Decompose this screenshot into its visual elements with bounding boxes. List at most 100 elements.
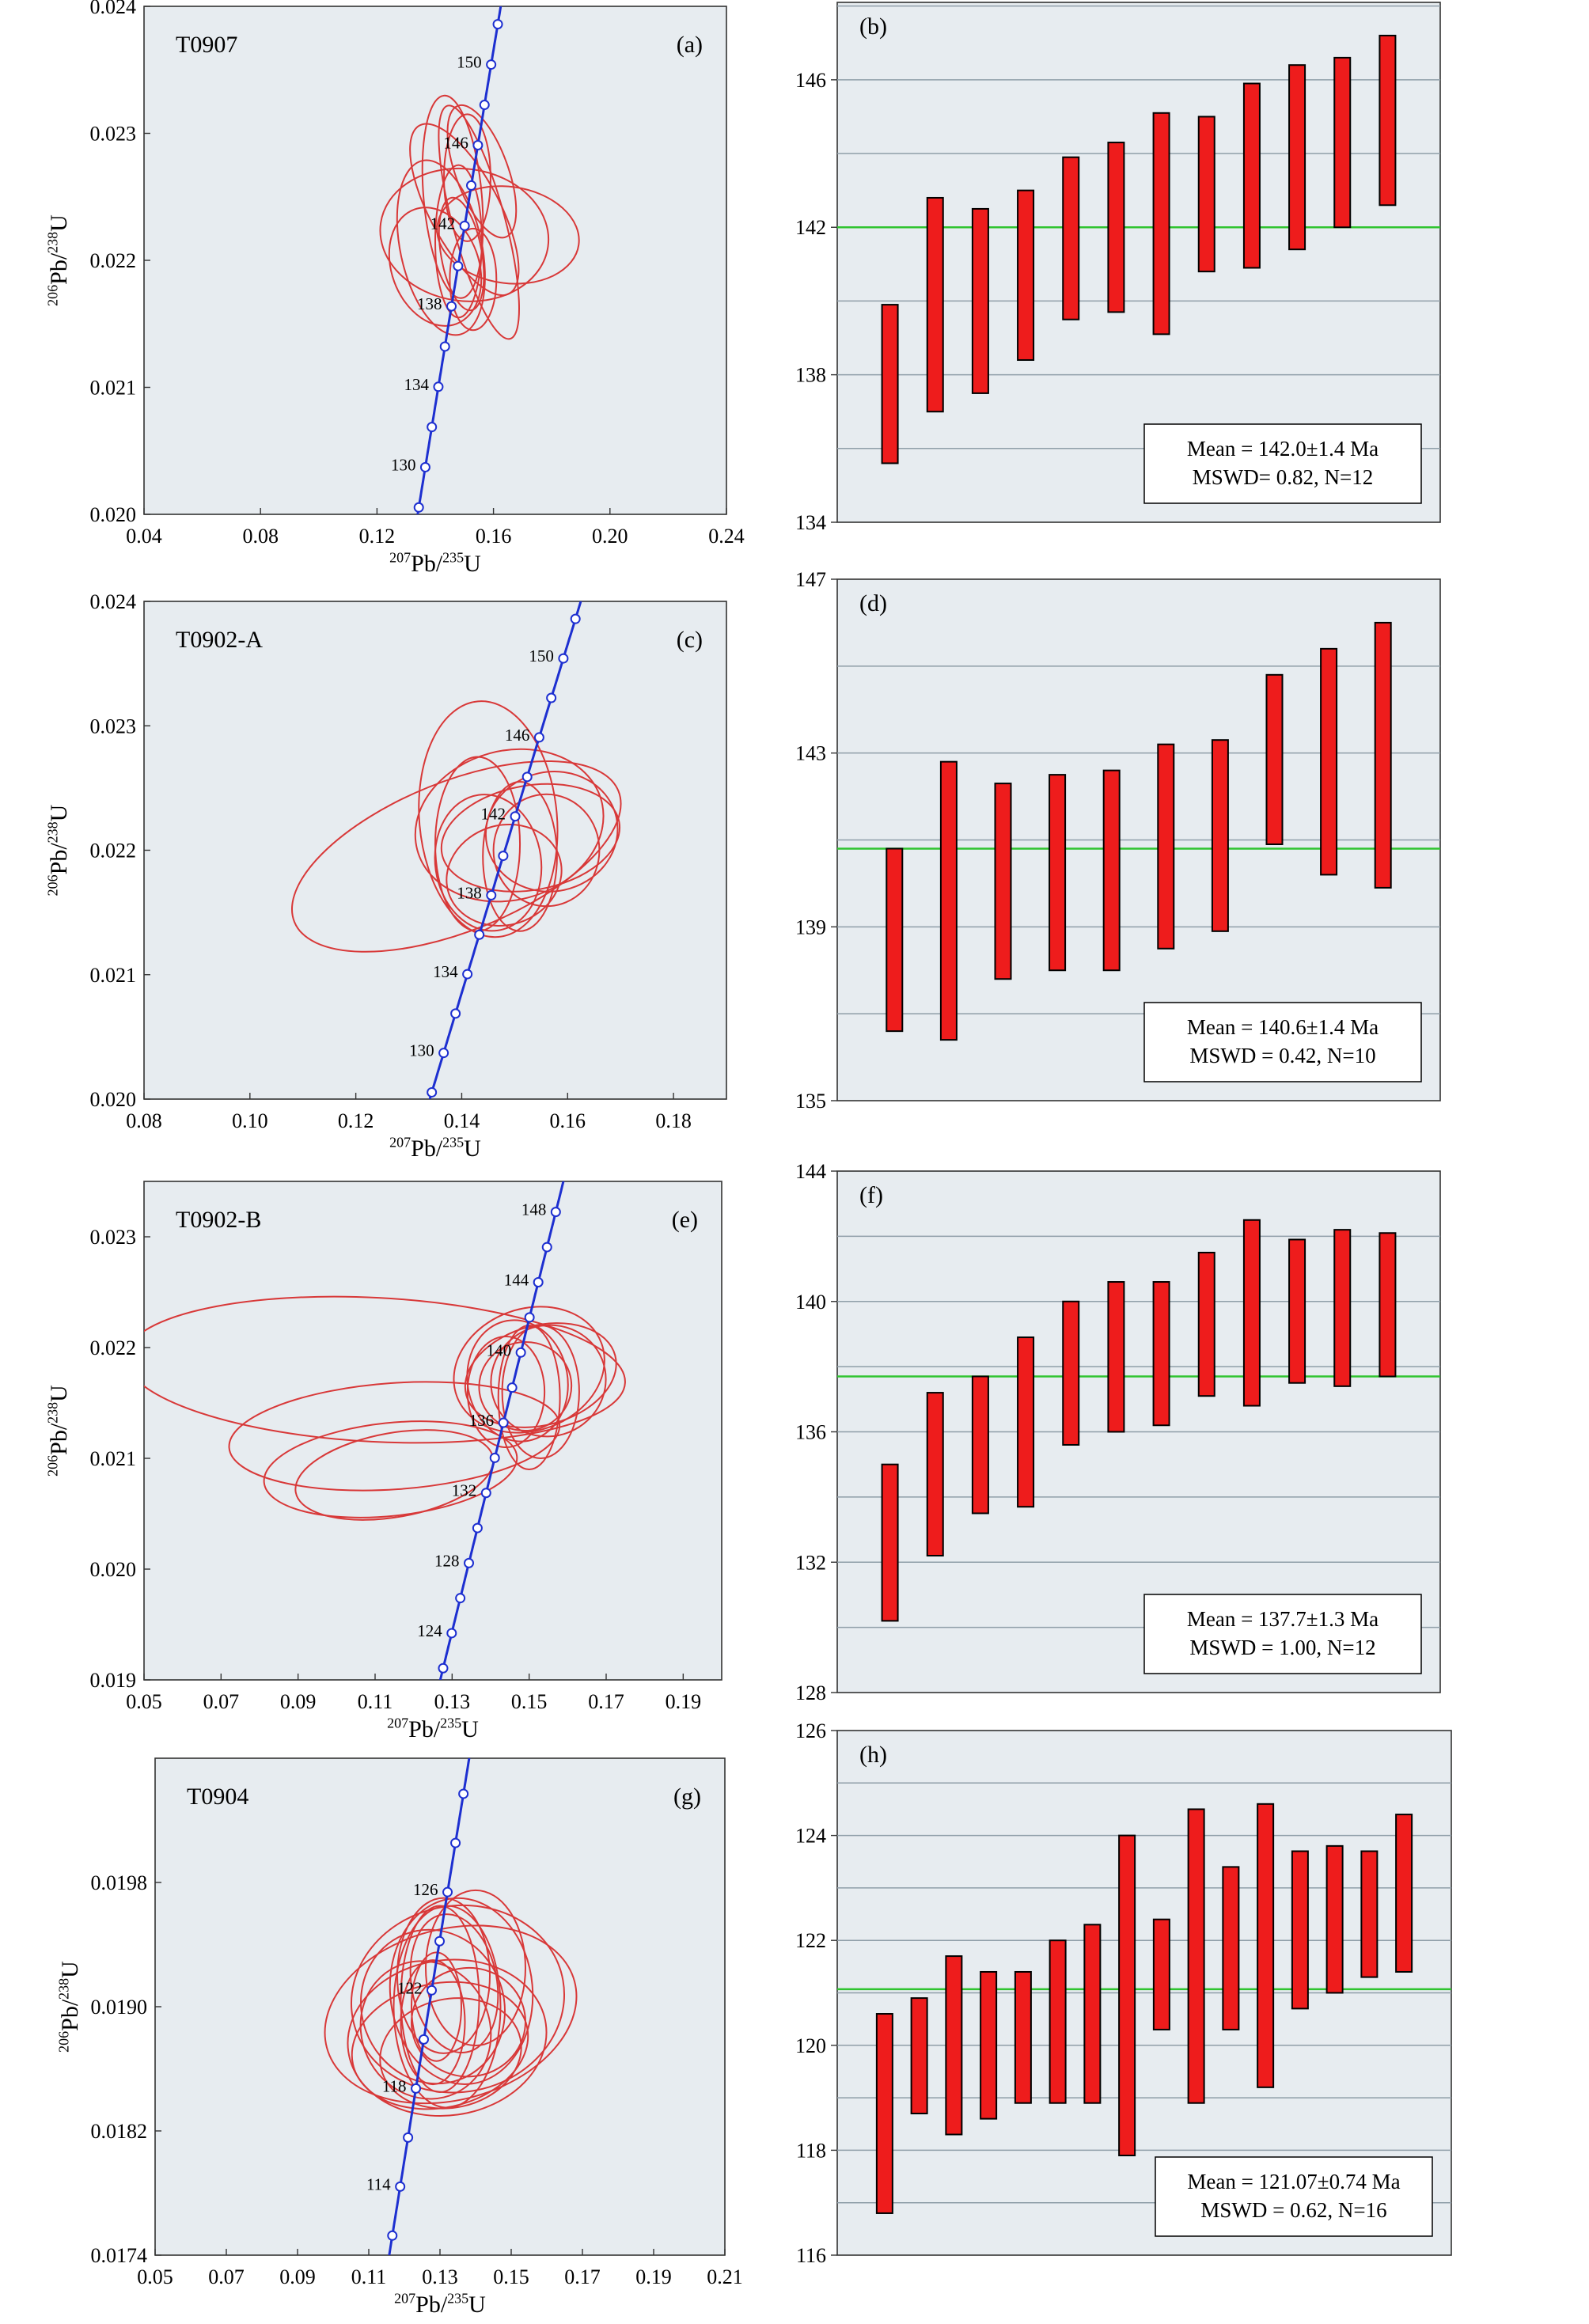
age-marker xyxy=(472,139,484,150)
age-label: 146 xyxy=(443,133,468,152)
x-tick-label: 0.05 xyxy=(137,2265,173,2288)
error-ellipse xyxy=(446,104,518,239)
mass-number: 238 xyxy=(45,1402,61,1424)
concordia-curve xyxy=(388,1758,471,2255)
y-tick-label: 0.020 xyxy=(90,503,137,526)
error-ellipse xyxy=(414,748,605,903)
age-marker xyxy=(524,1312,535,1323)
age-marker xyxy=(583,575,592,584)
age-marker xyxy=(459,220,470,231)
age-marker xyxy=(480,1488,491,1499)
age-label: 118 xyxy=(382,2076,407,2095)
mass-number: 235 xyxy=(442,1135,464,1151)
error-ellipse xyxy=(291,760,622,953)
panel-label: (e) xyxy=(672,1207,698,1233)
y-tick-label: 135 xyxy=(795,1090,826,1113)
y-tick-label: 0.022 xyxy=(90,1336,137,1359)
age-bar xyxy=(1017,1336,1035,1508)
error-ellipse xyxy=(466,1336,546,1448)
x-tick-label: 0.16 xyxy=(476,525,512,548)
error-ellipse xyxy=(436,185,580,285)
age-marker xyxy=(474,929,485,940)
x-tick-label: 0.11 xyxy=(358,1690,393,1713)
age-bar xyxy=(1152,1918,1170,2030)
age-label: 148 xyxy=(521,1200,547,1219)
error-ellipse xyxy=(440,783,621,893)
age-bar xyxy=(980,1970,998,2120)
age-bar xyxy=(881,1463,899,1622)
error-ellipse xyxy=(438,196,485,312)
age-label: 130 xyxy=(409,1041,434,1060)
age-bar xyxy=(1379,34,1397,207)
x-tick-label: 0.24 xyxy=(708,525,745,548)
error-ellipse xyxy=(425,1889,526,2047)
y-axis-title: 206Pb/238U xyxy=(45,1385,72,1477)
y-tick-label: 140 xyxy=(795,1291,826,1314)
error-ellipse xyxy=(400,1959,466,2086)
y-tick-label: 0.021 xyxy=(90,964,137,987)
x-tick-label: 0.13 xyxy=(422,2265,458,2288)
y-tick-label: 132 xyxy=(795,1551,826,1574)
x-tick-label: 0.08 xyxy=(126,1109,162,1132)
x-tick-label: 0.15 xyxy=(493,2265,529,2288)
element-symbol: U xyxy=(461,1716,479,1742)
x-tick-label: 0.07 xyxy=(203,1690,240,1713)
x-tick-label: 0.04 xyxy=(126,525,162,548)
y-tick-label: 139 xyxy=(795,916,826,938)
element-symbol: U xyxy=(464,551,481,577)
age-bar xyxy=(1320,647,1338,876)
error-ellipse xyxy=(434,794,543,932)
error-ellipse xyxy=(449,227,498,332)
concordia-panel-a: 0.04 0.08 0.12 0.16 0.20 0.24 0.020 0.021 0.022 0… xyxy=(90,0,745,548)
x-tick-label: 0.12 xyxy=(338,1109,374,1132)
age-label: 134 xyxy=(404,375,429,394)
age-label: 150 xyxy=(457,53,482,72)
age-marker xyxy=(541,1242,552,1253)
mass-number: 206 xyxy=(45,285,61,306)
mass-number: 207 xyxy=(389,1135,411,1151)
element-symbol: Pb xyxy=(411,1135,436,1162)
element-symbol: U xyxy=(46,804,72,821)
age-label: 150 xyxy=(529,646,554,665)
y-tick-label: 0.0174 xyxy=(91,2244,148,2267)
x-axis-title: 207Pb/235U xyxy=(389,550,481,577)
age-label: 114 xyxy=(366,2174,391,2193)
age-bar xyxy=(1017,189,1035,361)
age-label: 128 xyxy=(434,1551,460,1570)
age-marker xyxy=(570,613,581,624)
age-marker xyxy=(498,851,509,862)
element-symbol: U xyxy=(468,2292,486,2318)
age-label: 140 xyxy=(487,1340,512,1359)
age-bar xyxy=(1288,1238,1306,1384)
error-ellipse xyxy=(144,1295,626,1444)
age-label: 132 xyxy=(452,1481,477,1500)
ratio-slash: / xyxy=(436,1135,443,1162)
age-bar xyxy=(1197,116,1215,273)
age-bar xyxy=(1288,64,1306,251)
x-axis-title: 207Pb/235U xyxy=(387,1716,479,1742)
age-label: 138 xyxy=(457,883,482,902)
y-tick-label: 0.023 xyxy=(90,1226,137,1249)
age-marker xyxy=(433,381,444,392)
y-tick-label: 122 xyxy=(795,1929,826,1952)
age-bar xyxy=(1257,1803,1275,2088)
plot-area xyxy=(154,1757,726,2256)
age-label: 136 xyxy=(469,1411,495,1430)
y-axis-title: 206Pb/238U xyxy=(45,214,72,306)
age-bar xyxy=(971,207,989,394)
y-tick-label: 126 xyxy=(795,1719,826,1742)
age-label: 138 xyxy=(417,294,442,313)
age-marker xyxy=(403,2132,414,2143)
x-tick-label: 0.15 xyxy=(511,1690,548,1713)
age-bar xyxy=(926,196,944,413)
element-symbol: Pb xyxy=(411,551,436,577)
x-tick-label: 0.11 xyxy=(351,2265,387,2288)
age-marker xyxy=(486,889,497,900)
element-symbol: Pb xyxy=(46,850,72,875)
ratio-slash: / xyxy=(46,843,72,850)
element-symbol: U xyxy=(46,214,72,232)
age-bar xyxy=(945,1955,963,2136)
error-ellipse xyxy=(446,823,563,927)
x-tick-label: 0.14 xyxy=(444,1109,480,1132)
age-bar xyxy=(971,1375,989,1515)
